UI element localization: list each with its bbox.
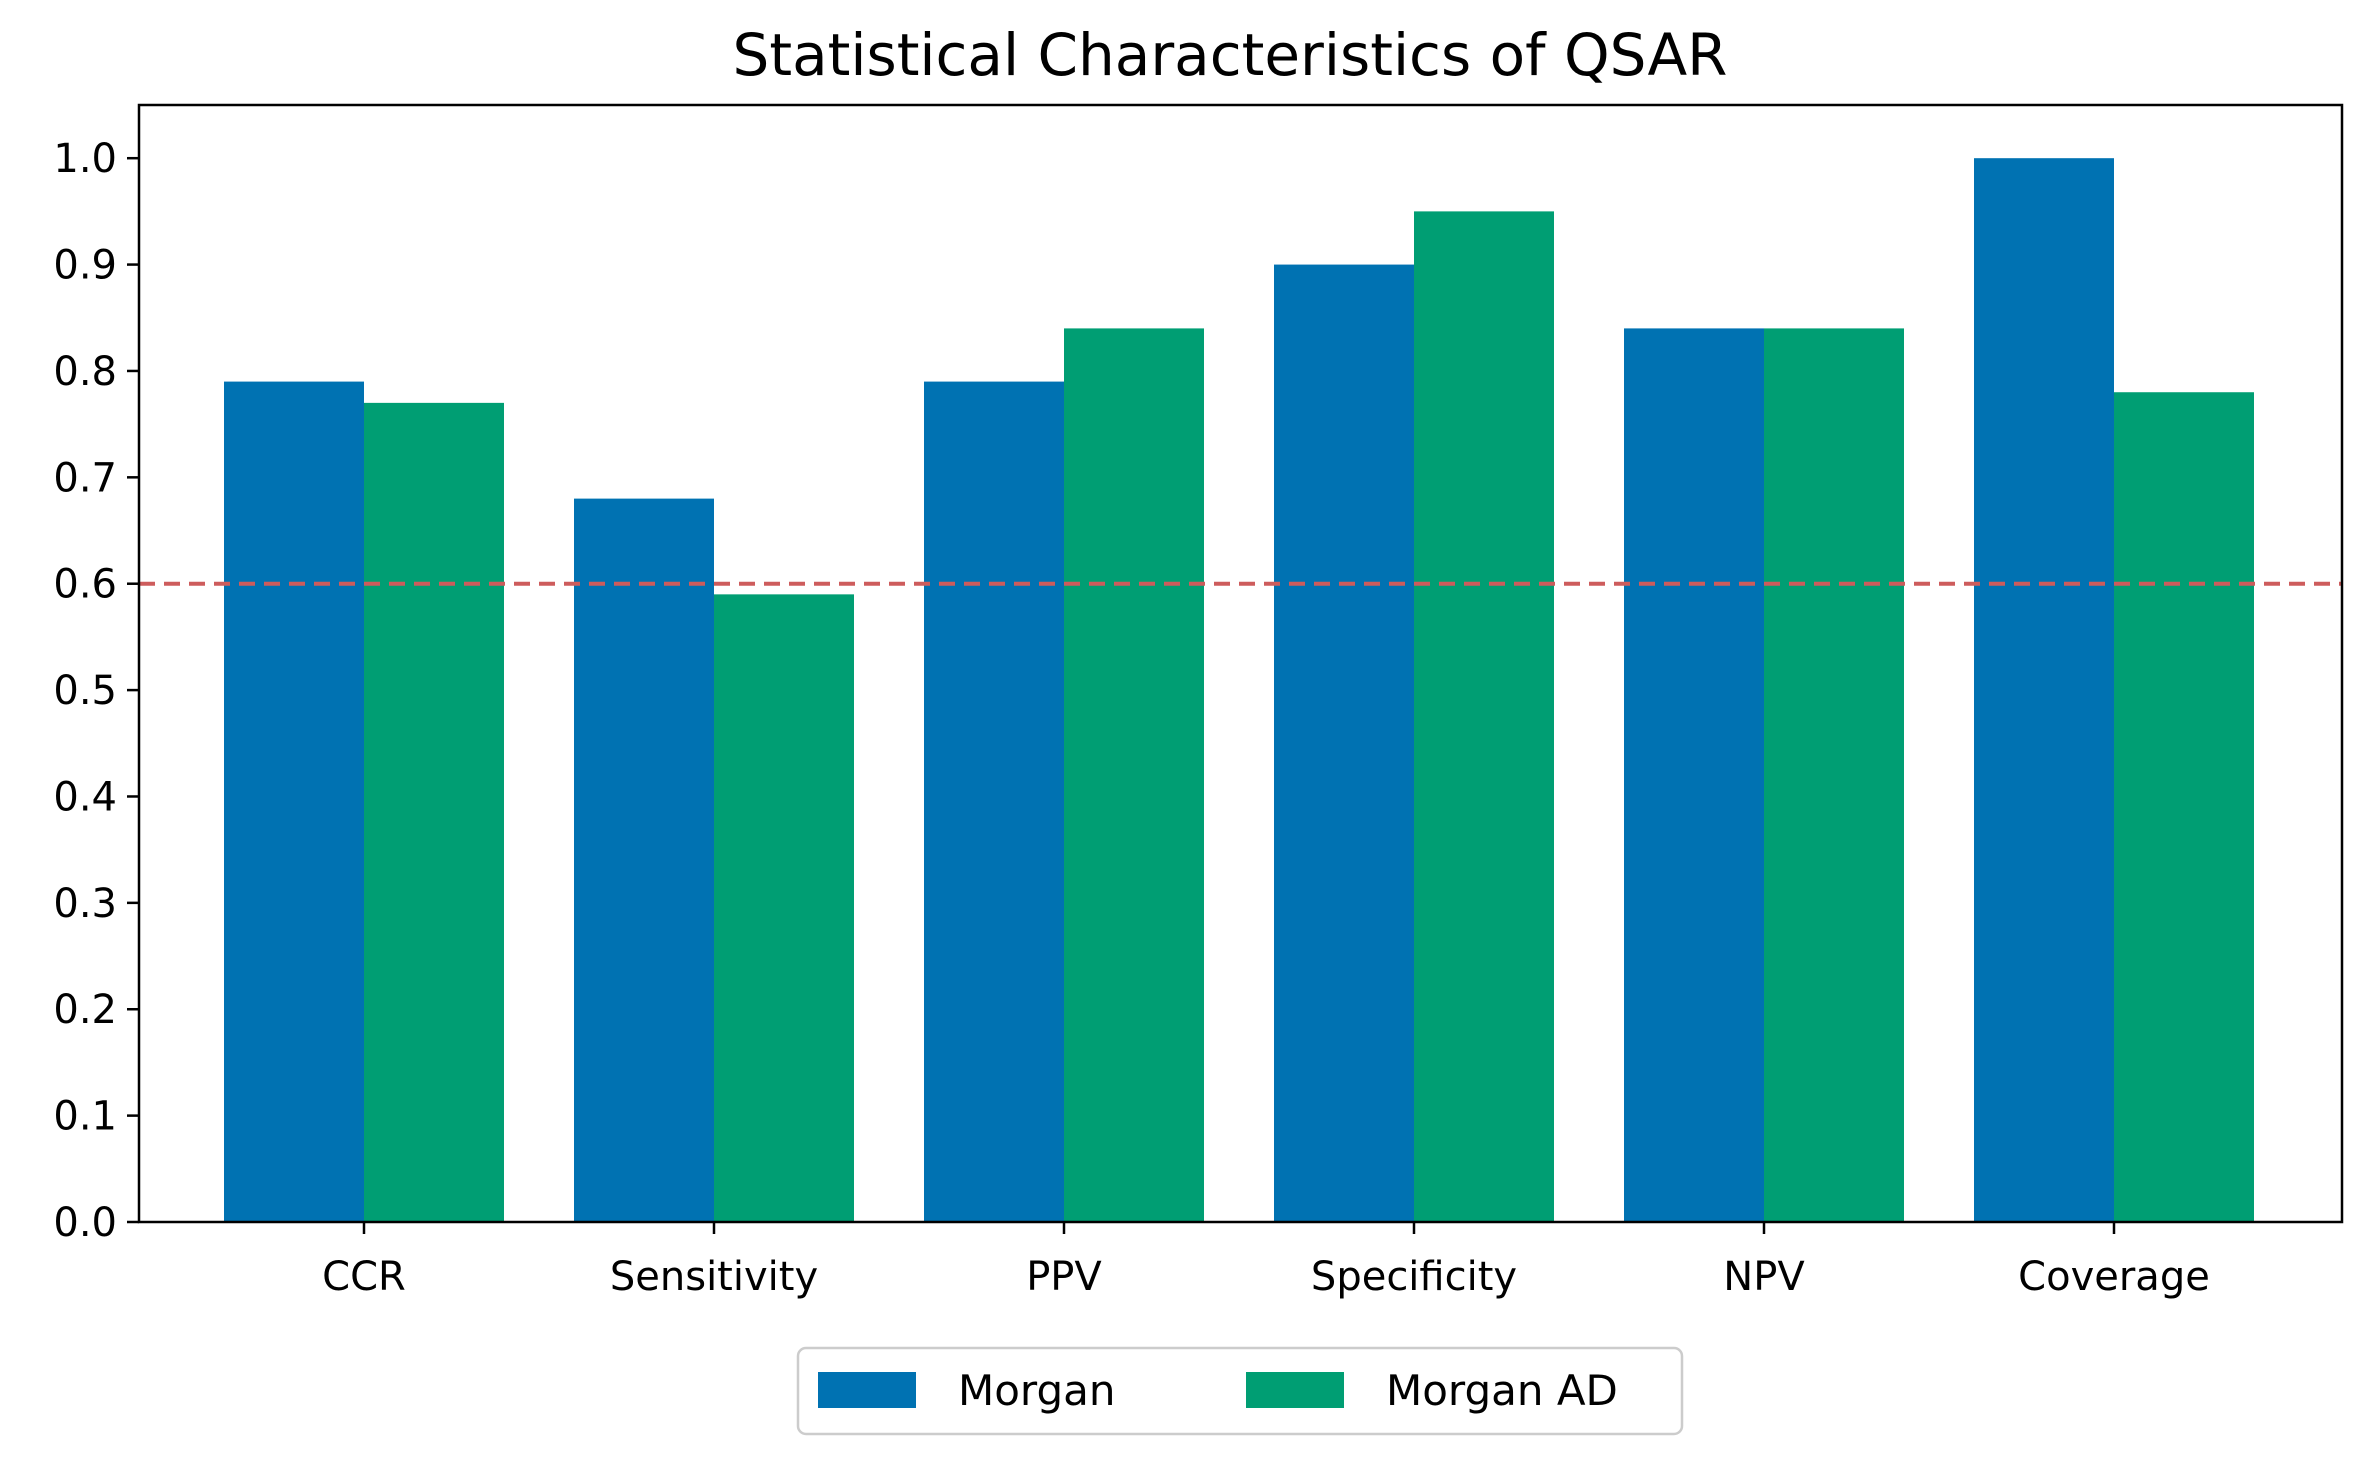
y-tick-label: 0.5 bbox=[53, 668, 117, 714]
bar-morgan-sensitivity bbox=[574, 498, 714, 1223]
y-tick-label: 0.7 bbox=[53, 455, 117, 501]
y-tick-label: 1.0 bbox=[53, 136, 117, 182]
legend-label-morgan-ad: Morgan AD bbox=[1386, 1366, 1618, 1415]
bar-morgan-ccr bbox=[224, 381, 364, 1223]
bar-morgan-ad-ppv bbox=[1064, 328, 1204, 1222]
y-tick-label: 0.4 bbox=[53, 774, 117, 820]
y-tick-label: 0.1 bbox=[53, 1094, 117, 1140]
bar-morgan-ad-coverage bbox=[2114, 392, 2254, 1222]
y-tick-label: 0.2 bbox=[53, 987, 117, 1033]
y-tick-label: 0.6 bbox=[53, 562, 117, 608]
bar-morgan-ad-npv bbox=[1764, 328, 1904, 1222]
bar-morgan-ppv bbox=[924, 381, 1064, 1223]
y-tick-label: 0.8 bbox=[53, 349, 117, 395]
x-tick-label: NPV bbox=[1723, 1254, 1805, 1300]
bar-morgan-ad-specificity bbox=[1414, 211, 1554, 1222]
x-tick-label: PPV bbox=[1026, 1254, 1102, 1300]
bars-group bbox=[224, 158, 2254, 1223]
plot-frame bbox=[137, 103, 2344, 1224]
legend-swatch-morgan-ad bbox=[1246, 1372, 1344, 1408]
bar-morgan-npv bbox=[1624, 328, 1764, 1222]
bar-morgan-ad-sensitivity bbox=[714, 594, 854, 1222]
bar-morgan-coverage bbox=[1974, 158, 2114, 1223]
y-tick-label: 0.0 bbox=[53, 1200, 117, 1246]
y-tick-label: 0.3 bbox=[53, 881, 117, 927]
bar-morgan-ad-ccr bbox=[364, 402, 504, 1222]
x-tick-label: CCR bbox=[322, 1254, 406, 1300]
legend-box bbox=[796, 1346, 1684, 1436]
legend-label-morgan: Morgan bbox=[958, 1366, 1115, 1415]
y-axis: 0.0 0.1 0.2 0.3 0.4 0.5 0.6 0.7 0.8 0.9 1.0 bbox=[53, 136, 139, 1246]
legend: Morgan Morgan AD bbox=[796, 1346, 1684, 1436]
legend-swatch-morgan bbox=[818, 1372, 916, 1408]
chart-title: Statistical Characteristics of QSAR bbox=[733, 21, 1728, 89]
y-tick-label: 0.9 bbox=[53, 243, 117, 289]
x-tick-label: Coverage bbox=[2018, 1254, 2210, 1300]
x-tick-label: Specificity bbox=[1311, 1254, 1517, 1300]
x-axis: CCR Sensitivity PPV Specificity NPV Coverage bbox=[322, 1222, 2210, 1300]
x-tick-label: Sensitivity bbox=[610, 1254, 818, 1300]
bar-morgan-specificity bbox=[1274, 264, 1414, 1223]
